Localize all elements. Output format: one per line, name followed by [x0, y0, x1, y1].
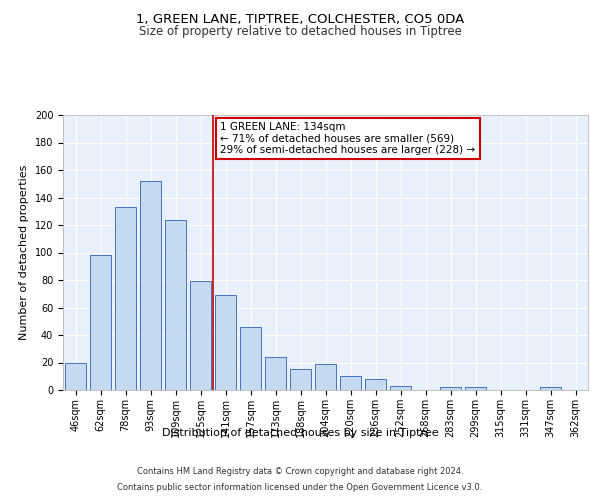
- Text: Contains HM Land Registry data © Crown copyright and database right 2024.: Contains HM Land Registry data © Crown c…: [137, 468, 463, 476]
- Y-axis label: Number of detached properties: Number of detached properties: [19, 165, 29, 340]
- Bar: [165, 220, 186, 390]
- Bar: [140, 181, 161, 390]
- Bar: [190, 282, 211, 390]
- Bar: [290, 370, 311, 390]
- Bar: [390, 386, 411, 390]
- Bar: [90, 255, 111, 390]
- Bar: [315, 364, 336, 390]
- Text: Size of property relative to detached houses in Tiptree: Size of property relative to detached ho…: [139, 25, 461, 38]
- Bar: [540, 387, 561, 390]
- Bar: [265, 357, 286, 390]
- Text: 1, GREEN LANE, TIPTREE, COLCHESTER, CO5 0DA: 1, GREEN LANE, TIPTREE, COLCHESTER, CO5 …: [136, 12, 464, 26]
- Text: 1 GREEN LANE: 134sqm
← 71% of detached houses are smaller (569)
29% of semi-deta: 1 GREEN LANE: 134sqm ← 71% of detached h…: [221, 122, 476, 155]
- Bar: [65, 362, 86, 390]
- Text: Contains public sector information licensed under the Open Government Licence v3: Contains public sector information licen…: [118, 482, 482, 492]
- Bar: [365, 379, 386, 390]
- Bar: [340, 376, 361, 390]
- Bar: [215, 295, 236, 390]
- Bar: [240, 327, 261, 390]
- Bar: [465, 387, 486, 390]
- Text: Distribution of detached houses by size in Tiptree: Distribution of detached houses by size …: [161, 428, 439, 438]
- Bar: [440, 387, 461, 390]
- Bar: [115, 207, 136, 390]
